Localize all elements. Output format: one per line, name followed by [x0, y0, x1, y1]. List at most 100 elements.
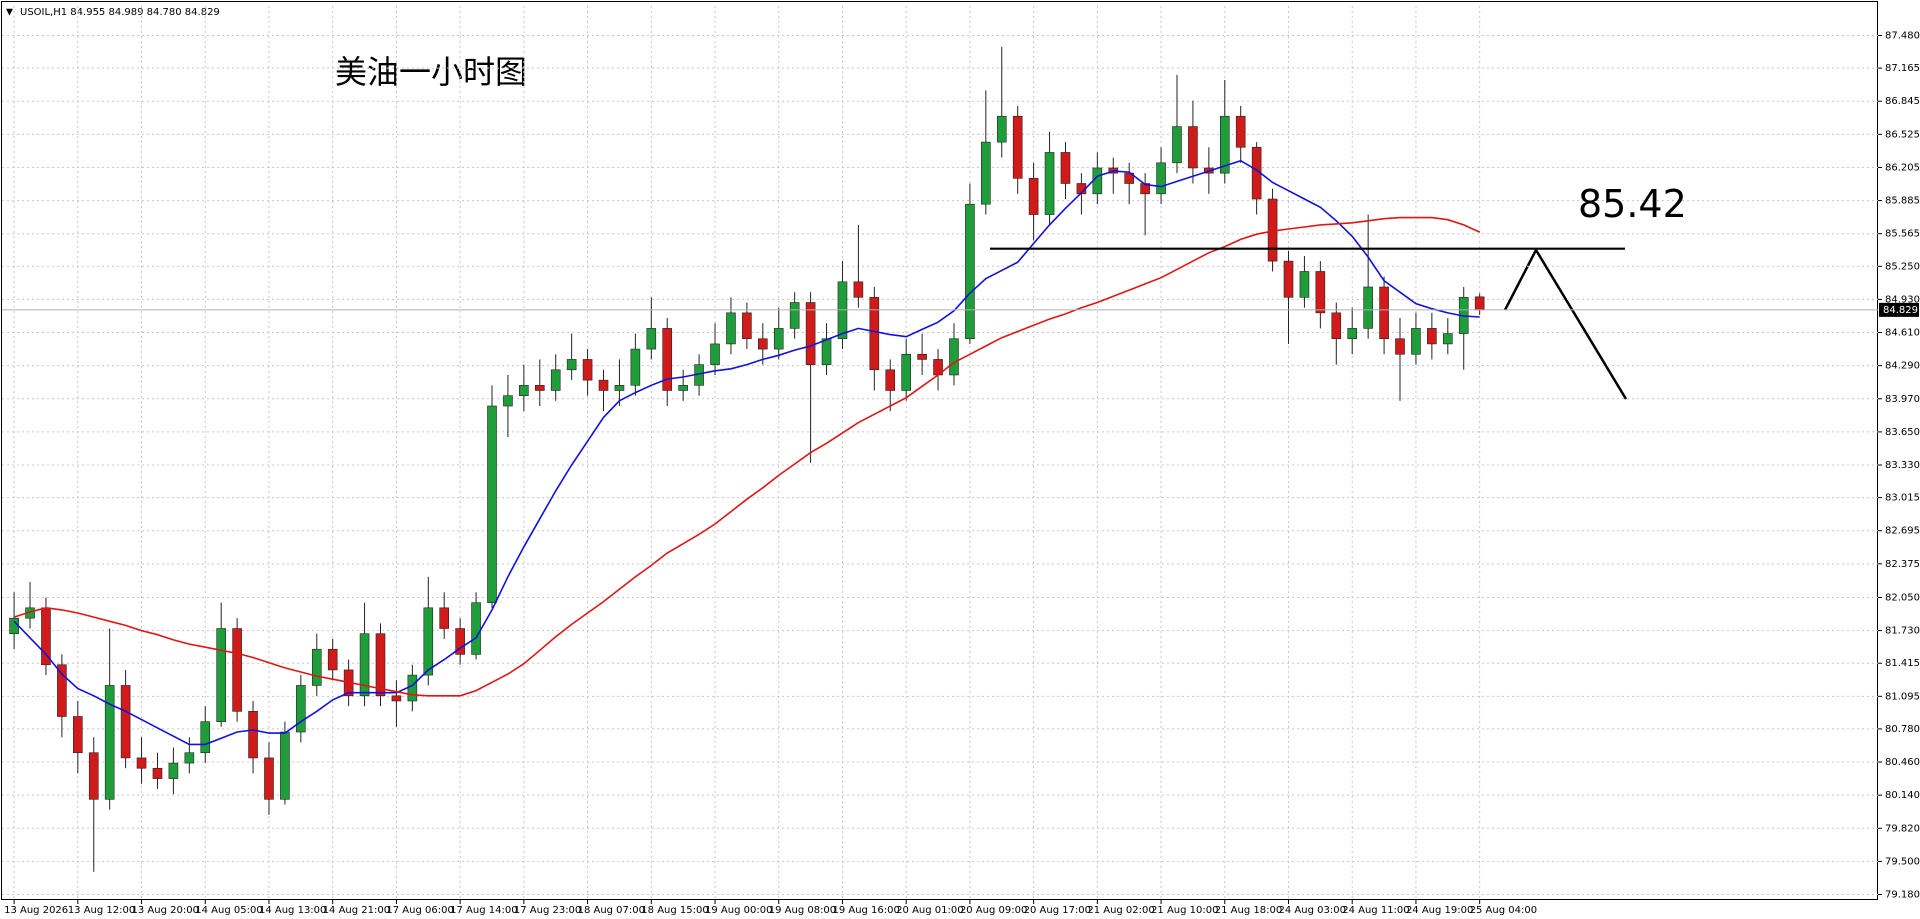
candle-body — [1219, 115, 1230, 174]
x-tick-label: 17 Aug 06:00 — [386, 905, 453, 916]
candle-body — [1379, 286, 1389, 340]
candle-body — [901, 353, 911, 391]
moving-average-line — [13, 216, 1481, 697]
candle-body — [455, 628, 465, 655]
y-tick-label: 79.500 — [1885, 856, 1920, 867]
y-tick-label: 80.780 — [1885, 724, 1920, 735]
candle-body — [423, 607, 434, 676]
x-tick-label: 24 Aug 11:00 — [1342, 905, 1409, 916]
candle-body — [73, 716, 83, 754]
candle-body — [726, 312, 736, 345]
candle-body — [41, 607, 51, 666]
current-price-label: 84.829 — [1883, 305, 1918, 316]
candle-body — [439, 607, 450, 629]
candle-body — [1172, 126, 1182, 164]
y-tick-label: 81.095 — [1885, 691, 1920, 702]
current-price-box — [1879, 302, 1919, 317]
candle-body — [248, 711, 258, 759]
candle-body — [519, 385, 529, 396]
candle-body — [88, 752, 99, 800]
candle-body — [1283, 260, 1294, 298]
candle-body — [949, 338, 959, 376]
x-tick-label: 18 Aug 07:00 — [578, 905, 645, 916]
candle-body — [630, 348, 641, 386]
x-tick-label: 13 Aug 20:00 — [132, 905, 199, 916]
candle-body — [1395, 338, 1405, 355]
y-tick-label: 86.525 — [1885, 129, 1920, 140]
y-tick-label: 87.165 — [1885, 63, 1920, 74]
candle-body — [646, 328, 657, 350]
y-tick-label: 82.050 — [1885, 592, 1920, 603]
y-tick-label: 83.330 — [1885, 460, 1920, 471]
y-tick-label: 82.375 — [1885, 559, 1920, 570]
candle-body — [1188, 126, 1198, 169]
candle-body — [1060, 152, 1071, 184]
y-tick-label: 86.845 — [1885, 96, 1920, 107]
candle-body — [662, 328, 673, 391]
candle-body — [391, 695, 402, 702]
candle-body — [1299, 271, 1310, 298]
y-tick-label: 84.610 — [1885, 328, 1920, 339]
candle-body — [407, 674, 418, 702]
y-tick-label: 81.730 — [1885, 626, 1920, 637]
candle-body — [200, 721, 211, 754]
y-tick-label: 81.415 — [1885, 658, 1920, 669]
candle-body — [1443, 333, 1453, 345]
candle-body — [805, 302, 816, 365]
candle-body — [742, 312, 752, 340]
x-tick-label: 24 Aug 03:00 — [1279, 905, 1346, 916]
candle-body — [1331, 312, 1342, 340]
candle-body — [710, 343, 720, 365]
x-tick-label: 17 Aug 23:00 — [514, 905, 581, 916]
x-tick-label: 13 Aug 12:00 — [68, 905, 135, 916]
candle-body — [120, 685, 131, 759]
candle-body — [216, 628, 226, 722]
candle-body — [534, 385, 545, 391]
x-tick-label: 14 Aug 13:00 — [259, 905, 326, 916]
y-tick-label: 82.695 — [1885, 526, 1920, 537]
candle-body — [9, 617, 19, 635]
x-tick-label: 14 Aug 05:00 — [195, 905, 262, 916]
level-label: 85.42 — [1578, 182, 1687, 226]
candle-body — [471, 602, 481, 655]
y-tick-label: 85.885 — [1885, 196, 1920, 207]
candle-body — [1028, 178, 1039, 215]
projection-drawing — [1503, 247, 1628, 400]
y-tick-label: 84.930 — [1885, 294, 1920, 305]
x-tick-label: 17 Aug 14:00 — [450, 905, 517, 916]
candle-body — [1235, 115, 1246, 148]
candle-body — [1012, 115, 1023, 179]
candle-body — [869, 297, 880, 371]
candle-body — [566, 359, 577, 371]
candle-body — [1427, 328, 1437, 345]
candle-body — [311, 648, 322, 686]
candle-body — [1044, 152, 1055, 215]
chart-title: 美油一小时图 — [335, 53, 527, 91]
moving-average-line — [13, 159, 1480, 746]
candle-body — [853, 281, 864, 298]
candle-body — [1092, 167, 1103, 195]
x-tick-label: 18 Aug 15:00 — [641, 905, 708, 916]
candle-body — [965, 203, 975, 340]
x-tick-label: 20 Aug 09:00 — [960, 905, 1027, 916]
candle-body — [789, 302, 800, 329]
candle-body — [168, 762, 179, 779]
y-tick-label: 84.290 — [1885, 361, 1920, 372]
x-tick-label: 25 Aug 04:00 — [1470, 905, 1537, 916]
y-tick-label: 79.180 — [1885, 890, 1920, 901]
x-tick-label: 21 Aug 02:00 — [1087, 905, 1154, 916]
candle-body — [104, 685, 115, 800]
candle-body — [821, 338, 832, 365]
candle-body — [582, 359, 593, 381]
candle-body — [152, 767, 163, 779]
candle-body — [1140, 183, 1150, 195]
candle-body — [264, 757, 274, 800]
candle-body — [1315, 271, 1326, 314]
x-tick-label: 20 Aug 01:00 — [896, 905, 963, 916]
x-tick-label: 13 Aug 2026 — [4, 905, 68, 916]
candle-body — [375, 633, 386, 697]
candle-body — [1124, 172, 1134, 184]
x-tick-label: 20 Aug 17:00 — [1024, 905, 1091, 916]
